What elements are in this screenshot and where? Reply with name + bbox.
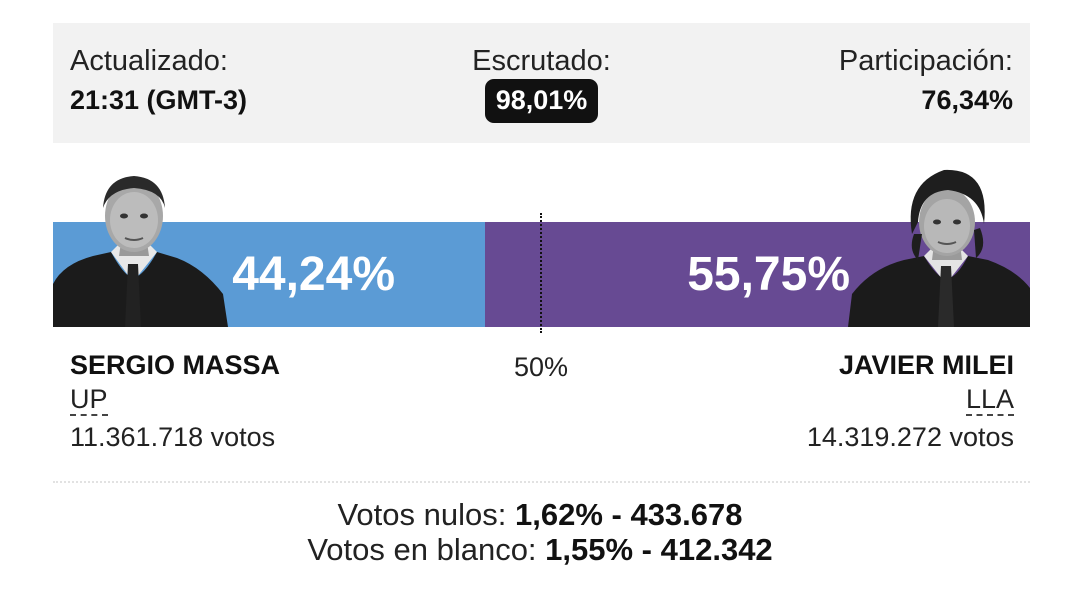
candidate-party[interactable]: LLA bbox=[965, 384, 1014, 416]
candidate-votes: 14.319.272 votos bbox=[806, 422, 1014, 452]
candidate-name: SERGIO MASSA bbox=[70, 350, 281, 380]
blank-votes-value: 1,55% - 412.342 bbox=[545, 532, 773, 567]
man-portrait-icon bbox=[53, 176, 228, 327]
info-panel: Actualizado: 21:31 (GMT-3) Escrutado: 98… bbox=[53, 23, 1030, 143]
counted-label: Escrutado: bbox=[472, 45, 611, 77]
pct-label-milei: 55,75% bbox=[687, 248, 850, 301]
candidate-milei: JAVIER MILEI LLA 14.319.272 votos bbox=[807, 348, 1014, 454]
candidate-name: JAVIER MILEI bbox=[838, 350, 1014, 380]
turnout-value: 76,34% bbox=[921, 85, 1013, 115]
turnout-label: Participación: bbox=[838, 45, 1013, 77]
null-votes-line: Votos nulos: 1,62% - 433.678 bbox=[0, 497, 1080, 533]
candidate-massa: SERGIO MASSA UP 11.361.718 votos bbox=[70, 348, 280, 454]
man-portrait-icon bbox=[848, 169, 1030, 327]
updated-value: 21:31 (GMT-3) bbox=[70, 85, 248, 115]
fifty-percent-line bbox=[540, 213, 542, 333]
counted-block: Escrutado: 98,01% bbox=[53, 45, 1030, 123]
blank-votes-line: Votos en blanco: 1,55% - 412.342 bbox=[0, 532, 1080, 568]
pct-label-massa: 44,24% bbox=[232, 248, 395, 301]
turnout-block: Participación: 76,34% bbox=[839, 45, 1013, 116]
updated-label: Actualizado: bbox=[70, 45, 228, 77]
massa-photo bbox=[53, 176, 228, 327]
updated-block: Actualizado: 21:31 (GMT-3) bbox=[70, 45, 247, 116]
candidate-votes: 11.361.718 votos bbox=[70, 422, 276, 452]
null-votes-value: 1,62% - 433.678 bbox=[515, 497, 743, 532]
blank-votes-label: Votos en blanco: bbox=[307, 532, 537, 567]
divider bbox=[53, 481, 1030, 483]
null-votes-label: Votos nulos: bbox=[337, 497, 507, 532]
candidate-party[interactable]: UP bbox=[70, 384, 108, 416]
milei-photo bbox=[848, 169, 1030, 327]
counted-badge: 98,01% bbox=[484, 79, 599, 123]
fifty-percent-label: 50% bbox=[513, 352, 569, 382]
